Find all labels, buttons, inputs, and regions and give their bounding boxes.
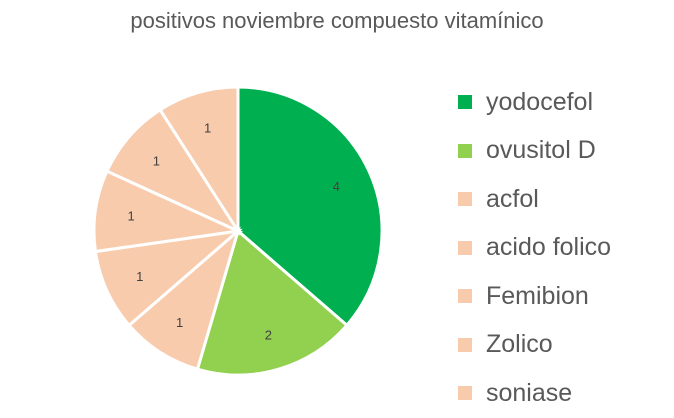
pie-slice-acido-folico <box>93 228 243 328</box>
legend-item: acfol <box>458 175 611 224</box>
legend-label: Femibion <box>486 281 589 310</box>
data-label-ovusitol-d: 2 <box>265 328 272 343</box>
data-label-acido-folico: 1 <box>136 269 143 284</box>
pie-slice-ovusitol-d <box>195 228 349 377</box>
pie-slice-femibion <box>92 169 244 254</box>
legend-item: yodocefol <box>458 78 611 127</box>
pie-slice-zolico <box>105 107 243 235</box>
legend-label: acido folico <box>486 233 612 262</box>
pie-slice-yodocefol <box>236 85 384 328</box>
legend-label: soniase <box>486 378 573 407</box>
legend-swatch <box>458 289 472 304</box>
legend-label: acfol <box>486 184 539 213</box>
data-label-acfol: 1 <box>176 315 183 330</box>
legend-swatch <box>458 95 472 110</box>
legend-label: ovusitol D <box>486 136 596 165</box>
legend-label: yodocefol <box>486 87 594 116</box>
legend: yodocefol ovusitol D acfol acido folico Femi… <box>458 78 611 418</box>
pie-slice-soniase <box>158 85 240 237</box>
chart-title: positivos noviembre compuesto vitamínico <box>130 8 544 33</box>
data-label-zolico: 1 <box>153 153 160 168</box>
legend-swatch <box>458 143 472 158</box>
legend-swatch <box>458 192 472 207</box>
data-label-femibion: 1 <box>127 209 134 224</box>
legend-swatch <box>458 240 472 255</box>
legend-item: Femibion <box>458 272 611 321</box>
data-label-yodocefol: 4 <box>333 179 340 194</box>
legend-item: Zolico <box>458 321 611 370</box>
legend-swatch <box>458 337 472 352</box>
data-label-soniase: 1 <box>204 120 211 135</box>
legend-item: soniase <box>458 369 611 418</box>
legend-swatch <box>458 386 472 401</box>
legend-label: Zolico <box>486 330 553 359</box>
pie-slice-acfol <box>127 226 241 372</box>
legend-item: ovusitol D <box>458 127 611 176</box>
legend-item: acido folico <box>458 224 611 273</box>
